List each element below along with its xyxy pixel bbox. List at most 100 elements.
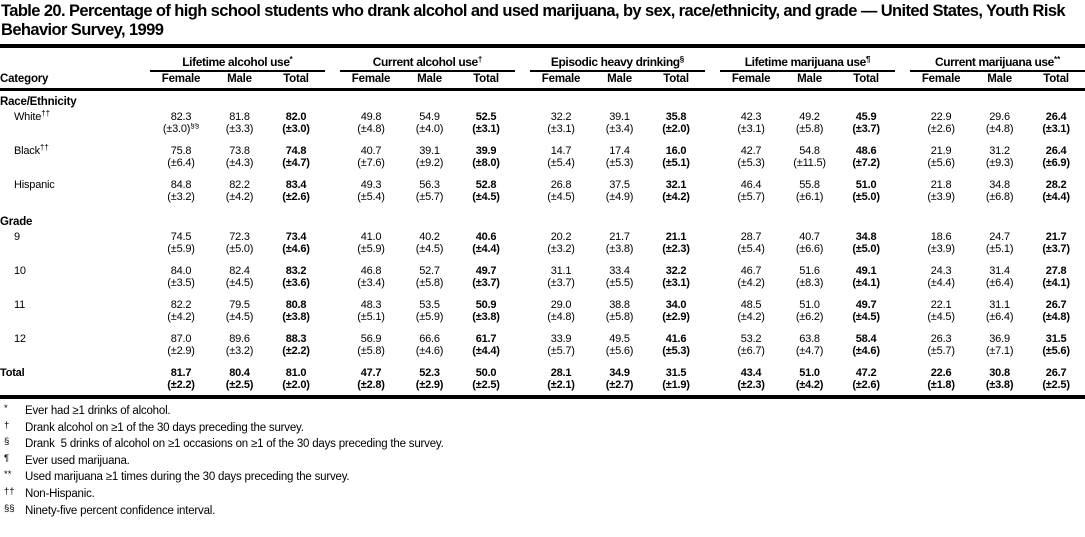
table-row-ci: (±4.2) (±4.5) (±3.8) (±5.1) (±5.9) (±3.8) (±4.… [0,311,1085,330]
column-spacer [515,296,530,311]
ci-cell: (±3.4) [592,123,647,142]
value-cell: 21.7 [609,230,630,243]
ci-value: (±4.2) [662,190,690,203]
ci-cell: (±7.1) [972,345,1027,364]
column-spacer [325,142,340,157]
ci-cell: (±4.6) [837,345,895,364]
group-header: Lifetime marijuana use¶ [720,49,896,72]
ci-cell: (±3.4) [340,277,402,296]
column-spacer [515,70,531,92]
category-col-top [0,50,150,71]
row-label: White†† [0,108,150,123]
column-spacer [325,108,340,123]
value-cell: 80.8 [285,298,307,311]
value-cell: 38.8 [609,298,630,311]
ci-cell: (±2.8) [340,379,402,394]
value-cell: 48.5 [740,298,762,311]
value-cell: 79.5 [229,298,250,311]
value-cell: 34.0 [665,298,687,311]
ci-cell: (±4.6) [267,243,325,262]
value-cell: 24.3 [930,264,952,277]
value-cell: 34.9 [609,366,630,379]
ci-value: (±4.2) [167,310,195,323]
row-label-text: Total [0,366,25,379]
table-row-values: 12 87.0 89.6 88.3 56.9 66.6 61.7 33.9 49.5 41.6 53… [0,330,1085,345]
footnote-marker: ¶ [4,452,10,464]
ci-value: (±4.5) [472,190,500,203]
row-label: Hispanic [0,176,150,191]
footnote-text: Drank alcohol on ≥1 of the 30 days prece… [25,421,304,434]
column-spacer [325,50,340,71]
ci-cell: (±3.8) [592,243,647,262]
value-cell: 56.9 [360,332,382,345]
footnote: † Drank alcohol on ≥1 of the 30 days prec… [4,419,1085,436]
value-cell: 21.8 [930,178,952,191]
ci-value: (±2.5) [1042,378,1070,391]
column-spacer [895,243,910,262]
ci-cell: (±3.1) [647,277,705,296]
value-cell: 73.8 [229,144,250,157]
table-row-values: 9 74.5 72.3 73.4 41.0 40.2 40.6 20.2 21.7 21.1 28.… [0,228,1085,243]
footnote-marker: †† [4,485,15,497]
ci-cell: (±2.0) [647,123,705,142]
table-row-ci: (±2.9) (±3.2) (±2.2) (±5.8) (±4.6) (±4.4) (±5.… [0,345,1085,364]
sub-header-total: Total [647,70,706,92]
column-spacer [895,345,910,364]
yrbs-data-table: Lifetime alcohol use* Current alcohol use… [0,49,1085,394]
value-cell: 81.7 [170,366,192,379]
value-cell: 33.9 [550,332,572,345]
value-cell: 52.7 [419,264,440,277]
column-spacer [895,176,910,191]
ci-cell: (±2.0) [267,379,325,394]
column-spacer [325,379,340,394]
ci-value: (±5.8) [605,310,634,323]
ci-value: (±4.5) [852,310,880,323]
table-row-values: Hispanic 84.8 82.2 83.4 49.3 56.3 52.8 26.8 37.5… [0,176,1085,191]
ci-cell: (±4.5) [837,311,895,330]
ci-value: (±4.9) [605,190,634,203]
ci-value: (±7.6) [357,156,385,169]
ci-value: (±3.0) [162,122,191,135]
footnote-text: Ever used marijuana. [25,454,130,467]
ci-cell: (±2.5) [1027,379,1085,394]
ci-value: (±2.7) [605,378,634,391]
ci-value: (±3.7) [472,276,500,289]
footnote-rule [0,394,1085,399]
column-spacer [515,50,530,71]
ci-value: (±5.8) [795,122,824,135]
ci-cell: (±9.3) [972,157,1027,176]
ci-value: (±5.1) [662,156,690,169]
row-label: 11 [0,296,150,311]
ci-value: (±5.5) [605,276,634,289]
value-cell: 26.8 [550,178,572,191]
value-cell: 28.7 [740,230,762,243]
footnote: * Ever had ≥1 drinks of alcohol. [4,402,1085,419]
ci-value: (±3.2) [547,242,575,255]
value-cell: 32.2 [665,264,687,277]
ci-value: (±2.2) [282,344,310,357]
value-cell: 48.3 [360,298,382,311]
ci-value: (±3.5) [167,276,195,289]
ci-value: (±2.9) [662,310,690,323]
ci-value: (±3.3) [225,122,254,135]
ci-value: (±4.1) [852,276,880,289]
ci-value: (±3.1) [547,122,575,135]
value-cell: 31.4 [989,264,1010,277]
ci-value: (±3.2) [167,190,195,203]
value-cell: 63.8 [799,332,820,345]
ci-cell: (±4.6) [402,345,457,364]
ci-cell: (±3.0) [267,123,325,142]
value-cell: 52.8 [475,178,497,191]
ci-value: (±6.2) [795,310,824,323]
sub-header-male: Male [972,70,1028,92]
ci-value: (±4.5) [225,276,254,289]
ci-cell: (±3.2) [212,345,267,364]
ci-cell: (±4.1) [1027,277,1085,296]
ci-cell: (±4.8) [530,311,592,330]
ci-value: (±5.1) [357,310,385,323]
ci-cell: (±3.7) [530,277,592,296]
ci-value: (±3.2) [225,344,254,357]
row-label-text: 12 [14,332,26,345]
ci-cell: (±2.6) [910,123,972,142]
value-cell: 74.5 [170,230,192,243]
